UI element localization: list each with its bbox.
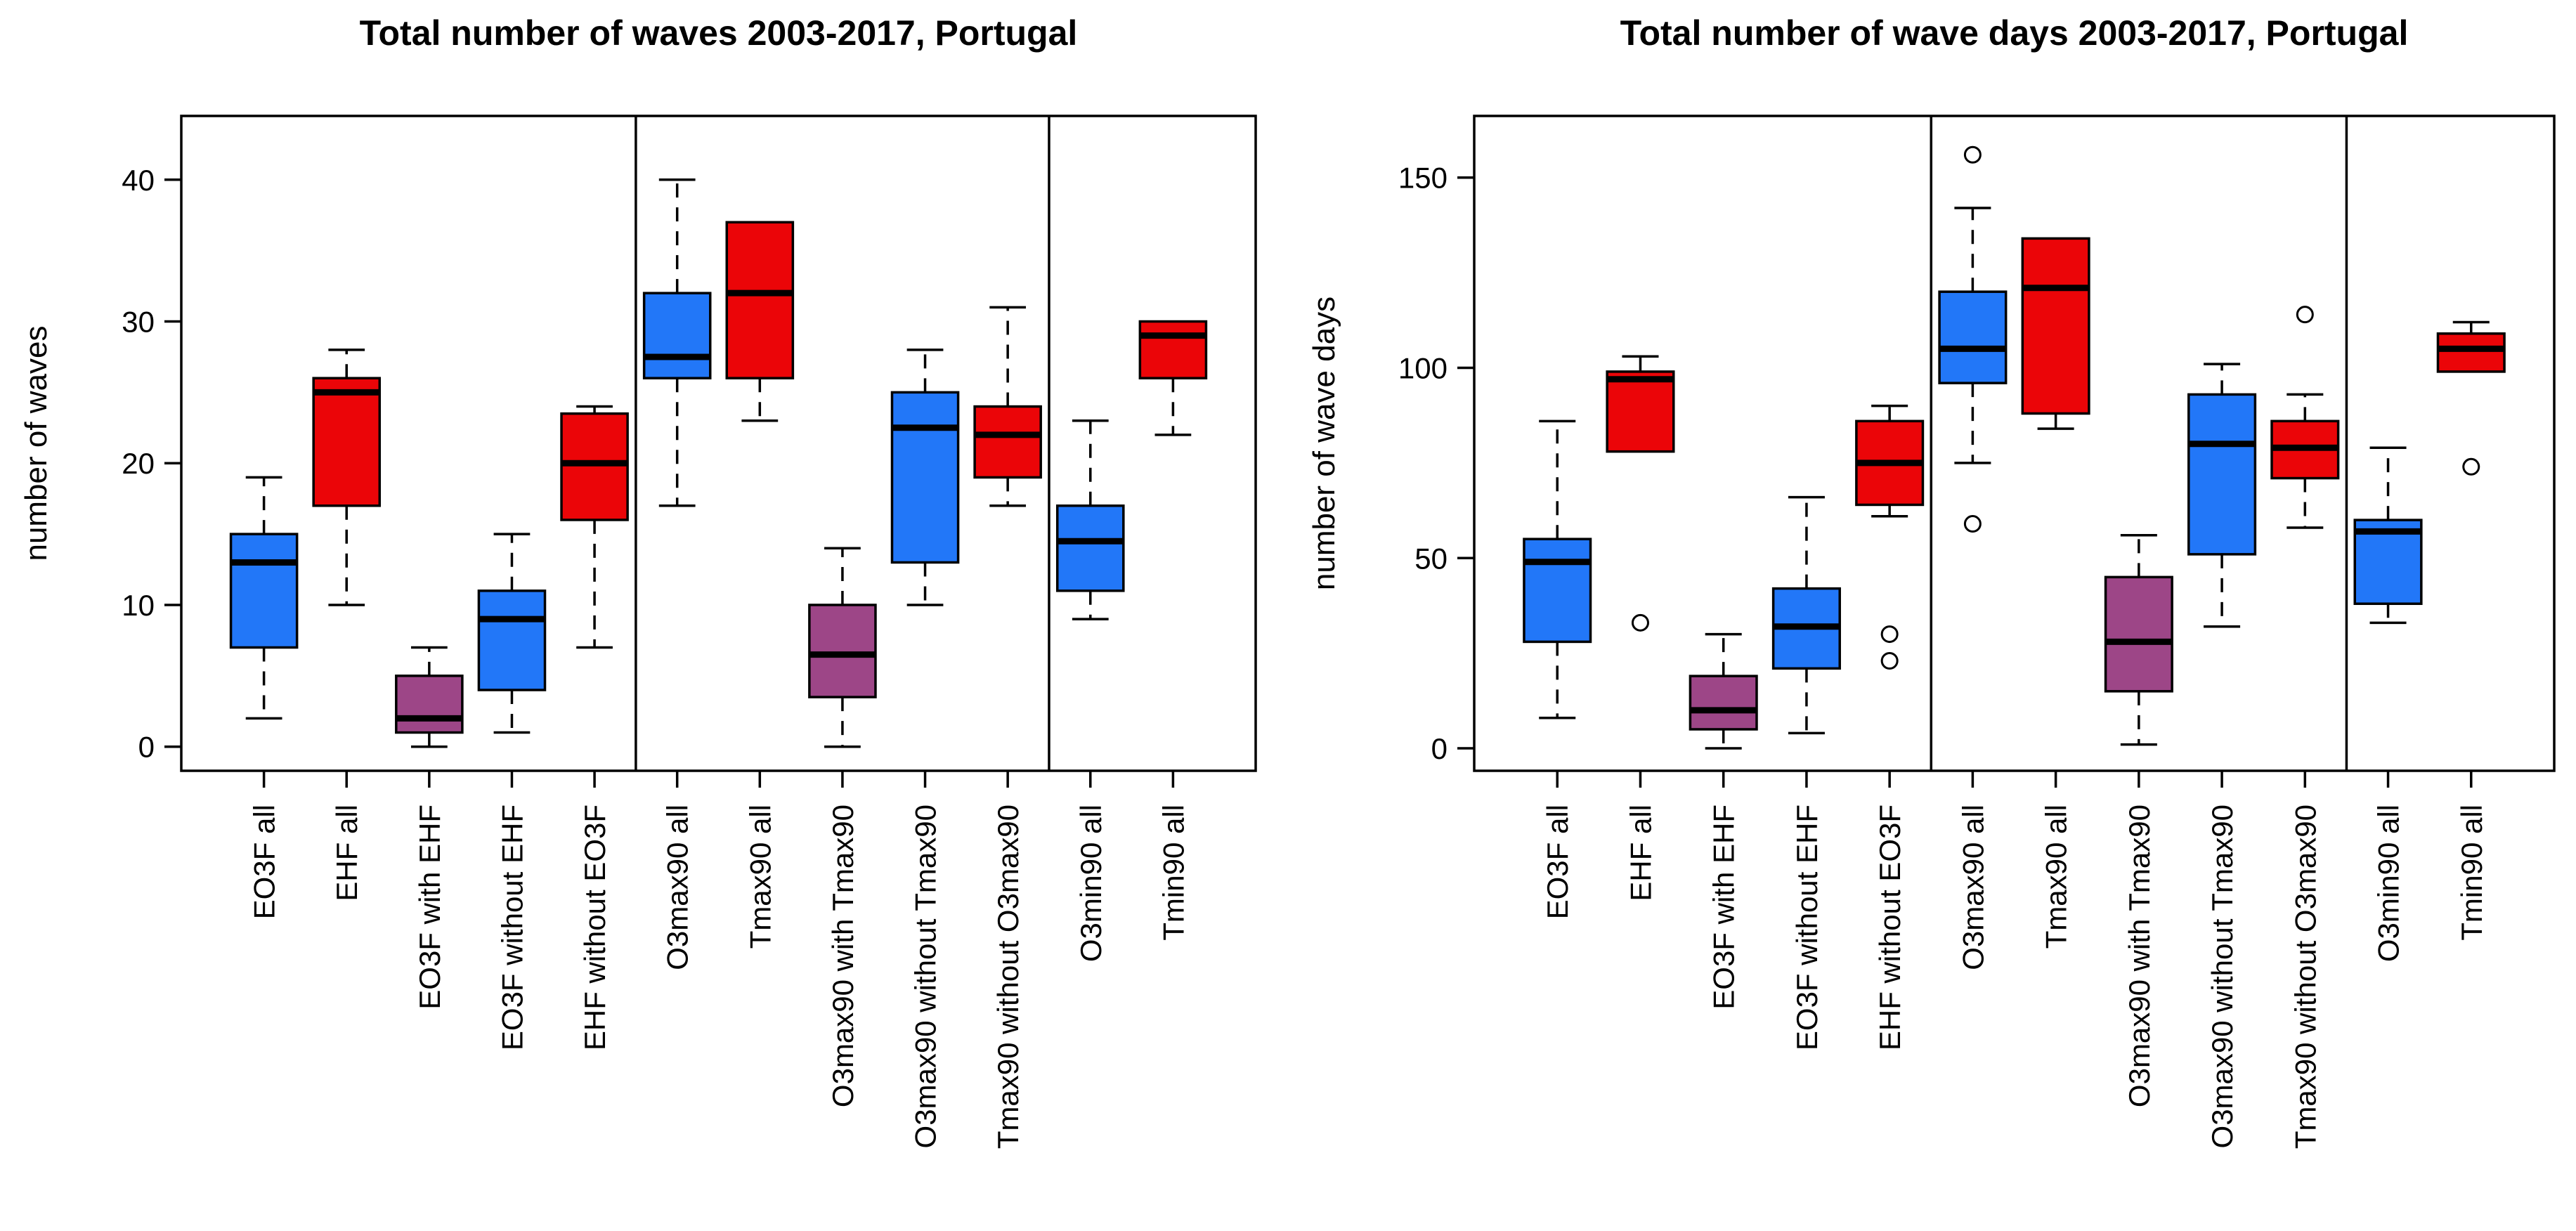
boxplot-box-eo3f-without-ehf — [477, 533, 547, 734]
boxplot-box-tmin90-all — [2436, 320, 2506, 476]
boxplot-box-o3max90-with-tmax90 — [2104, 534, 2173, 746]
iqr-box — [312, 377, 382, 507]
x-category-label: Tmin90 all — [2455, 805, 2488, 941]
boxplot-box-o3max90-without-tmax90 — [890, 349, 960, 606]
plot-frame — [1473, 115, 2556, 772]
outlier-point — [2462, 457, 2480, 476]
x-category-label: Tmax90 without O3max90 — [991, 805, 1024, 1149]
y-tick-label: 100 — [1398, 352, 1448, 385]
x-category-label: EO3F without EHF — [495, 805, 528, 1050]
y-tick-label: 10 — [122, 589, 155, 622]
x-category-label: EHF all — [330, 805, 363, 901]
boxplot-box-o3max90-with-tmax90 — [808, 547, 877, 748]
x-category-label: O3max90 with Tmax90 — [826, 805, 859, 1107]
y-tick-label: 40 — [122, 164, 155, 197]
x-category-label: Tmin90 all — [1157, 805, 1190, 941]
outlier-point — [1963, 145, 1982, 164]
x-category-label: EO3F all — [1541, 805, 1574, 919]
boxplot-svg-wave-days: 0 50 100 150 EO3F all EHF all EO3F with EHF EO3… — [1398, 115, 2556, 1149]
iqr-box — [2021, 237, 2090, 415]
iqr-box — [2436, 332, 2506, 373]
boxplot-box-eo3f-with-ehf — [395, 646, 464, 748]
x-category-label: Tmax90 all — [743, 805, 776, 949]
x-category-label: O3max90 all — [661, 805, 694, 970]
iqr-box — [2187, 393, 2257, 556]
x-category-label: O3min90 all — [1074, 805, 1107, 962]
x-category-label: EO3F with EHF — [1707, 805, 1741, 1010]
outlier-point — [1963, 515, 1982, 533]
boxplot-box-tmax90-without-o3max90 — [2270, 306, 2340, 529]
outlier-point — [1880, 651, 1899, 670]
boxplot-box-tmin90-all — [1138, 320, 1208, 436]
boxplot-box-ehf-without-eo3f — [1855, 404, 1925, 670]
y-tick-label: 0 — [1431, 732, 1448, 765]
outlier-point — [1631, 613, 1649, 632]
x-category-label: EHF all — [1624, 805, 1657, 901]
chart-title-waves: Total number of waves 2003-2017, Portuga… — [359, 13, 1078, 53]
x-category-label: Tmax90 all — [2040, 805, 2073, 949]
x-category-label: EO3F all — [248, 805, 281, 919]
boxplot-box-tmax90-all — [725, 221, 795, 422]
iqr-box — [1055, 504, 1125, 592]
boxplot-box-ehf-all — [1606, 355, 1675, 632]
boxplot-box-eo3f-all — [1523, 419, 1592, 719]
iqr-box — [2104, 575, 2173, 693]
plot-frame — [180, 115, 1257, 772]
boxplot-box-ehf-all — [312, 349, 382, 606]
x-category-label: EO3F with EHF — [413, 805, 446, 1010]
iqr-box — [1938, 290, 2008, 384]
iqr-box — [725, 221, 795, 379]
chart-panel-waves: Total number of waves 2003-2017, Portuga… — [19, 13, 1257, 1149]
iqr-box — [1689, 675, 1758, 731]
x-category-label: O3max90 without Tmax90 — [2206, 805, 2239, 1148]
boxplot-box-o3min90-all — [2353, 446, 2423, 625]
x-category-label: Tmax90 without O3max90 — [2289, 805, 2322, 1149]
outlier-point — [1880, 625, 1899, 644]
boxplot-box-eo3f-without-ehf — [1771, 495, 1841, 735]
boxplot-box-o3max90-all — [1938, 145, 2008, 533]
iqr-box — [229, 533, 299, 649]
y-tick-label: 0 — [138, 731, 155, 764]
iqr-box — [1523, 538, 1592, 644]
boxplot-box-tmax90-without-o3max90 — [973, 306, 1042, 507]
chart-panel-wave-days: Total number of wave days 2003-2017, Por… — [1288, 0, 2576, 1231]
iqr-box — [808, 604, 877, 698]
iqr-box — [560, 412, 629, 521]
y-tick-label: 50 — [1414, 542, 1448, 575]
chart-title-wave-days: Total number of wave days 2003-2017, Por… — [1620, 13, 2409, 53]
boxplot-box-eo3f-with-ehf — [1689, 632, 1758, 750]
y-tick-label: 150 — [1398, 162, 1448, 195]
x-category-label: O3max90 without Tmax90 — [909, 805, 942, 1148]
boxplot-svg-waves: 0 10 20 30 40 EO3F all EHF all EO3F with EHF EO3… — [122, 115, 1257, 1149]
y-tick-label: 20 — [122, 447, 155, 480]
iqr-box — [477, 590, 547, 691]
x-category-label: EHF without EO3F — [1873, 805, 1906, 1050]
iqr-box — [973, 405, 1042, 479]
iqr-box — [1138, 320, 1208, 379]
iqr-box — [642, 292, 712, 379]
boxplot-box-o3max90-without-tmax90 — [2187, 363, 2257, 628]
x-category-label: O3max90 with Tmax90 — [2123, 805, 2156, 1107]
x-category-label: O3max90 all — [1956, 805, 1989, 970]
x-category-label: EHF without EO3F — [578, 805, 611, 1050]
boxplot-box-o3max90-all — [642, 178, 712, 507]
boxplot-box-ehf-without-eo3f — [560, 405, 629, 649]
boxplot-box-eo3f-all — [229, 476, 299, 720]
iqr-box — [1606, 370, 1675, 453]
outlier-point — [2296, 306, 2314, 324]
x-category-label: O3min90 all — [2372, 805, 2405, 962]
iqr-box — [395, 675, 464, 734]
x-category-label: EO3F without EHF — [1790, 805, 1823, 1050]
boxplot-box-tmax90-all — [2021, 237, 2090, 430]
y-tick-label: 30 — [122, 306, 155, 339]
boxplot-box-o3min90-all — [1055, 419, 1125, 620]
iqr-box — [890, 391, 960, 564]
